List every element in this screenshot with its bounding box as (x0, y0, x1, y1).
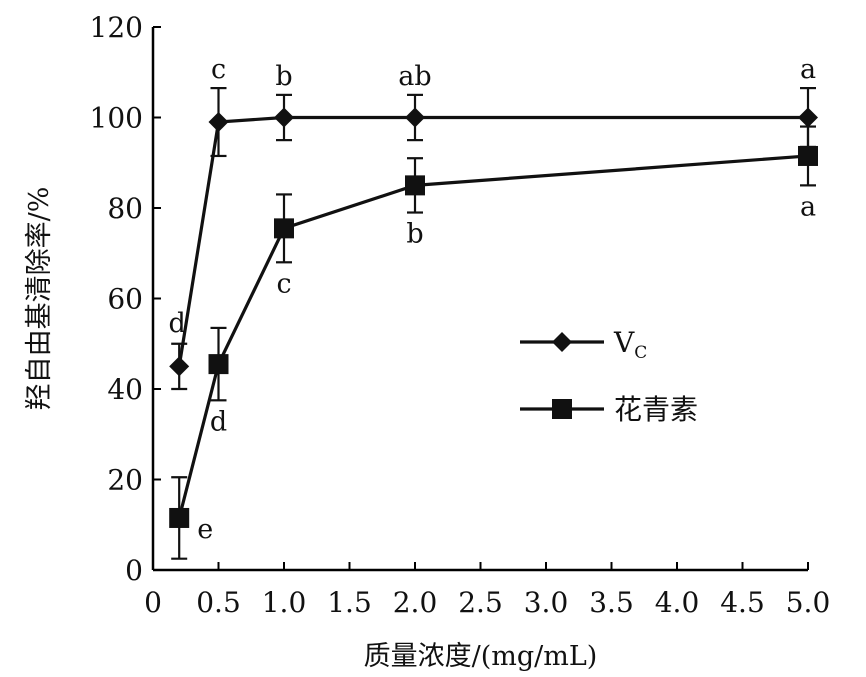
y-tick-label: 60 (107, 283, 143, 316)
diamond-marker (274, 107, 294, 128)
legend-diamond-marker (552, 332, 572, 352)
x-tick-label: 5.0 (786, 586, 831, 619)
legend-label: 花青素 (614, 393, 698, 426)
y-axis-title: 羟自由基清除率/% (24, 187, 55, 411)
legend: VC 花青素 (520, 326, 698, 426)
y-tick-label: 20 (107, 464, 143, 497)
square-marker (798, 145, 818, 166)
x-tick-label: 4.5 (720, 586, 765, 619)
diamond-marker (169, 356, 190, 377)
plot-area: d c b ab a e d c b a (169, 54, 818, 560)
significance-label: b (406, 219, 423, 250)
significance-label: e (197, 514, 213, 545)
square-marker (208, 354, 229, 375)
axes: 0 20 40 60 80 100 120 0 0.5 1.0 1.5 2.0 2.5 3.0 3.5 4.0… (24, 11, 830, 672)
series-2: e d c b a (169, 125, 818, 560)
x-tick-label: 2.5 (458, 586, 503, 619)
significance-label: c (211, 54, 226, 85)
diamond-marker (405, 107, 425, 128)
x-tick-label: 4.0 (655, 586, 700, 619)
legend-label-subscript: C (634, 343, 647, 363)
x-tick-label: 2.0 (393, 586, 438, 619)
y-tick-label: 0 (125, 554, 143, 587)
significance-label: a (800, 191, 816, 222)
y-tick-label: 80 (107, 192, 143, 225)
y-tick-label: 40 (107, 373, 143, 406)
significance-label: d (169, 308, 186, 339)
diamond-marker (798, 107, 818, 128)
y-tick-label: 100 (90, 102, 143, 135)
x-tick-label: 1.0 (262, 586, 307, 619)
legend-item-1: VC (520, 326, 647, 363)
legend-square-marker (552, 399, 572, 419)
square-marker (169, 507, 190, 528)
significance-label: a (800, 54, 816, 85)
x-tick-label: 3.0 (524, 586, 569, 619)
legend-item-2: 花青素 (520, 393, 698, 426)
x-tick-label: 3.5 (589, 586, 634, 619)
legend-label: VC (613, 326, 647, 363)
x-tick-label: 1.5 (327, 586, 372, 619)
square-marker (274, 218, 294, 239)
significance-label: ab (398, 61, 431, 92)
legend-label-main: V (613, 326, 635, 359)
series-line (177, 154, 809, 519)
significance-label: b (275, 61, 292, 92)
x-tick-label: 0 (144, 586, 162, 619)
significance-label: c (276, 268, 291, 299)
series-1: dc b ab a (169, 54, 818, 391)
y-tick-label: 120 (90, 11, 143, 44)
square-marker (405, 175, 425, 196)
diamond-marker (208, 112, 229, 133)
legend-label-main: 花青素 (614, 393, 698, 426)
x-tick-label: 0.5 (196, 586, 241, 619)
x-axis-title: 质量浓度/(mg/mL) (364, 641, 598, 672)
significance-label: d (210, 406, 227, 437)
series-line (177, 115, 808, 367)
